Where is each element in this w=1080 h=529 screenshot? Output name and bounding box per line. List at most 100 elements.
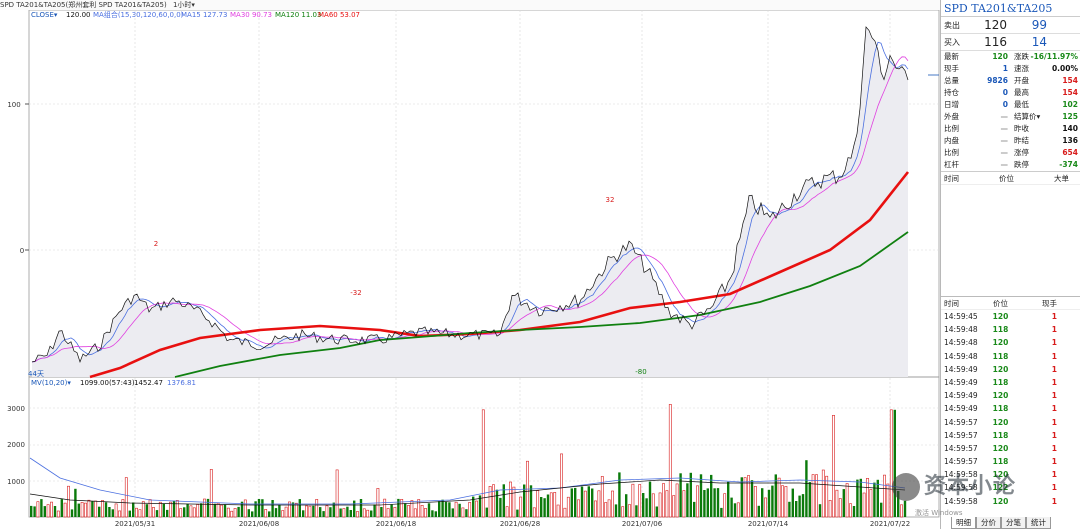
volume-bar-up [308,505,312,518]
tab-trades[interactable]: 分笔 [1001,517,1026,529]
tick-row[interactable]: 14:59:58 120 1 [941,495,1080,508]
volume-bar-down [53,506,57,517]
volume-bar-down [458,503,461,517]
volume-bar-down [574,487,577,517]
volume-bar-up [764,497,767,518]
tab-price-dist[interactable]: 分价 [976,517,1001,529]
stat-value: 1 [1002,64,1008,73]
volume-bar-up [672,495,676,518]
tick-time: 14:59:58 [944,470,978,480]
tick-row[interactable]: 14:59:49 118 1 [941,376,1080,389]
volume-bar-up [63,502,67,518]
volume-bar-up [723,493,727,518]
tick-time: 14:59:49 [944,364,978,374]
volume-bar-down [145,504,148,517]
volume-bar-up [424,508,427,518]
tick-row[interactable]: 14:59:48 118 1 [941,350,1080,363]
tick-row[interactable]: 14:59:58 120 1 [941,468,1080,481]
bigorder-list[interactable] [941,185,1080,297]
volume-bar-up [294,502,298,518]
volume-bar-down [591,488,594,517]
stat-value: 136 [1062,136,1078,145]
col-bigorder: 大单 [1054,174,1070,183]
volume-bar-down [485,507,488,517]
ma-group-legend[interactable]: MA组合(15,30,120,60,0,0) [93,10,184,19]
volume-bar-down [332,502,335,517]
volume-bar-up [264,509,268,518]
buy-row[interactable]: 买入 116 14 [941,34,1080,51]
volume-bar-down [523,484,526,517]
volume-bar-down [801,494,805,517]
tick-row[interactable]: 14:59:49 120 1 [941,389,1080,402]
stat-value: 0.00% [1051,64,1078,73]
volume-bar-down [444,501,448,517]
volume-bar-up [536,490,540,518]
kline-chart-area[interactable]: CLOSE▾ 120.00 MA组合(15,30,120,60,0,0) MA1… [0,9,940,529]
tick-row[interactable]: 14:59:49 120 1 [941,363,1080,376]
tick-row[interactable]: 14:59:57 118 1 [941,455,1080,468]
tick-row[interactable]: 14:59:45 120 1 [941,310,1080,323]
vol-axis-3000: 3000 [7,405,25,413]
volume-bar-down [645,498,648,517]
stat-r-8: 涨停 654 [1011,147,1080,159]
volume-bar-up [233,508,237,518]
volume-bar-down [706,488,709,517]
tick-row[interactable]: 14:59:57 120 1 [941,416,1080,429]
volume-bar-down [397,498,400,517]
tick-row[interactable]: 14:59:48 120 1 [941,336,1080,349]
tick-price: 118 [992,404,1009,414]
volume-bar-up [196,504,200,518]
stat-r-3: 最高 154 [1011,87,1080,99]
mv-legend-label[interactable]: MV(10,20)▾ [31,379,71,387]
sell-row[interactable]: 卖出 120 99 [941,17,1080,34]
ma120-legend: MA120 11.03 [275,11,321,19]
quote-title: SPD TA201&TA205 [941,0,1080,17]
volume-bar-down [329,507,332,517]
volume-bar-down [713,488,716,517]
chevron-down-icon: ▾ [191,1,195,9]
volume-bar-up [665,490,669,518]
sell-label: 卖出 [944,20,960,30]
volume-bar-up [67,485,70,518]
stat-value: 120 [992,52,1008,61]
tick-row[interactable]: 14:59:49 118 1 [941,402,1080,415]
stat-value: 654 [1062,148,1078,157]
volume-bar-down [240,501,244,517]
volume-bar-down [791,488,794,517]
volume-bar-up [835,489,839,518]
volume-bar-down [880,502,883,517]
tick-row[interactable]: 14:59:48 118 1 [941,323,1080,336]
tick-row[interactable]: 14:59:57 118 1 [941,429,1080,442]
stat-label: 开盘 [1014,76,1029,85]
stat-label: 最新 [944,52,959,61]
tick-time: 14:59:57 [944,417,978,427]
volume-bar-up [553,492,557,518]
volume-bar-up [121,499,125,518]
stat-l-1: 现手 1 [941,63,1011,75]
volume-bar-up [400,498,404,518]
close-legend-label[interactable]: CLOSE▾ [31,11,58,19]
tick-list[interactable]: 14:59:45 120 1 14:59:48 118 1 14:59:48 120 1 14:5… [941,310,1080,508]
stat-label: 昨结 [1014,136,1029,145]
volume-bar-up [862,492,866,518]
volume-bar-up [621,506,625,518]
volume-bar-down [268,511,271,517]
tick-row[interactable]: 14:59:57 120 1 [941,442,1080,455]
volume-bar-down [774,474,777,517]
tick-time: 14:59:57 [944,443,978,453]
volume-bar-down [818,504,822,517]
stat-label: 日增 [944,100,959,109]
stat-value: — [1000,160,1009,169]
tab-stats[interactable]: 统计 [1026,517,1051,529]
volume-bar-up [220,504,223,518]
volume-bar-up [838,498,842,518]
volume-bar-down [727,481,730,517]
period-selector[interactable]: 1小时▾ [173,0,195,10]
tab-detail[interactable]: 明细 [951,517,976,529]
tick-qty: 1 [1051,470,1058,480]
volume-bar-up [488,485,492,518]
tick-row[interactable]: 14:59:58 122 1 [941,481,1080,494]
chart-svg[interactable]: CLOSE▾ 120.00 MA组合(15,30,120,60,0,0) MA1… [0,9,940,529]
tick-qty: 1 [1051,483,1058,493]
